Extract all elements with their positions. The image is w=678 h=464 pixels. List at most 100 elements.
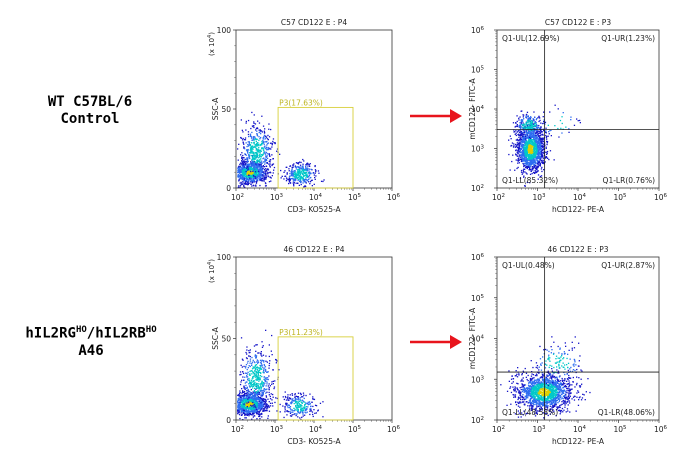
event-dot xyxy=(247,390,249,392)
event-dot xyxy=(239,165,241,167)
event-dot xyxy=(247,165,249,168)
event-dot xyxy=(254,166,256,168)
event-dot xyxy=(249,395,251,398)
event-dot xyxy=(536,124,538,126)
event-dot xyxy=(257,157,260,159)
event-dot xyxy=(239,168,241,170)
event-dot xyxy=(265,402,267,405)
event-dot xyxy=(247,181,249,183)
event-dot xyxy=(299,172,302,174)
event-dot xyxy=(238,412,240,414)
event-dot xyxy=(260,409,262,411)
event-dot xyxy=(260,143,262,146)
event-dot xyxy=(303,169,305,171)
event-dot xyxy=(303,168,305,170)
event-dot xyxy=(298,184,300,186)
event-dot xyxy=(529,161,531,163)
event-dot xyxy=(305,164,307,166)
event-dot xyxy=(242,371,244,373)
event-dot xyxy=(252,359,254,361)
event-dot xyxy=(534,172,536,174)
event-dot xyxy=(525,132,527,134)
event-dot xyxy=(243,185,245,188)
event-dot xyxy=(537,170,539,172)
event-dot xyxy=(244,186,246,189)
event-dot xyxy=(245,384,247,387)
event-dot xyxy=(265,410,267,412)
event-dot xyxy=(535,132,538,134)
event-dot xyxy=(247,152,249,154)
event-dot xyxy=(240,406,242,408)
event-dot xyxy=(262,147,264,149)
event-dot xyxy=(525,159,527,161)
event-dot xyxy=(254,355,256,357)
event-dot xyxy=(309,171,311,173)
event-dot xyxy=(249,391,251,393)
event-dot xyxy=(257,172,260,175)
event-dot xyxy=(528,151,530,153)
event-dot xyxy=(526,163,528,165)
event-dot xyxy=(241,394,243,397)
event-dot xyxy=(238,171,240,173)
event-dot xyxy=(266,361,268,363)
event-dot xyxy=(289,406,292,408)
event-dot xyxy=(542,155,544,158)
event-dot xyxy=(305,408,307,410)
event-dot xyxy=(256,170,259,173)
event-dot xyxy=(267,153,270,155)
event-dot xyxy=(265,155,267,157)
event-dot xyxy=(535,149,537,151)
event-dot xyxy=(289,397,291,399)
event-dot xyxy=(258,136,260,138)
event-dot xyxy=(536,145,538,147)
event-dot xyxy=(531,166,533,168)
event-dot xyxy=(516,145,518,147)
event-dot xyxy=(530,159,532,161)
event-dot xyxy=(257,148,260,150)
event-dot xyxy=(294,394,296,396)
event-dot xyxy=(266,138,269,140)
event-dot xyxy=(287,179,289,181)
event-dot xyxy=(308,181,310,183)
event-dot xyxy=(253,138,255,140)
event-dot xyxy=(268,391,270,394)
event-dot xyxy=(242,167,244,169)
event-dot xyxy=(239,163,241,165)
event-dot xyxy=(293,183,295,186)
event-dot xyxy=(535,156,537,158)
event-dot xyxy=(258,175,260,178)
event-dot xyxy=(245,410,247,412)
event-dot xyxy=(269,163,271,165)
event-dot xyxy=(263,408,265,410)
x-tick-label: 106 xyxy=(654,193,668,202)
event-dot xyxy=(520,130,522,132)
event-dot xyxy=(285,399,288,401)
event-dot xyxy=(251,397,253,399)
event-dot xyxy=(263,399,265,401)
event-dot xyxy=(270,393,272,395)
event-dot xyxy=(278,369,280,371)
event-dot xyxy=(539,148,541,150)
event-dot xyxy=(252,158,254,160)
event-dot xyxy=(257,352,259,354)
event-dot xyxy=(536,142,538,144)
event-dot xyxy=(295,402,297,404)
event-dot xyxy=(241,406,244,408)
event-dot xyxy=(257,369,259,371)
event-dot xyxy=(250,137,253,139)
quadrant-label-ll: Q1-LL(85.32%) xyxy=(502,176,558,185)
event-dot xyxy=(243,397,245,399)
event-dot xyxy=(523,159,525,161)
event-dot xyxy=(510,138,512,140)
event-dot xyxy=(254,354,257,356)
y-tick-label: 105 xyxy=(471,66,485,75)
event-dot xyxy=(239,390,241,392)
event-dot xyxy=(245,357,248,359)
event-dot xyxy=(249,133,252,135)
event-dot xyxy=(523,130,525,132)
event-dot xyxy=(244,400,246,402)
event-dot xyxy=(535,152,537,155)
event-dot xyxy=(530,141,533,143)
event-dot xyxy=(305,167,307,170)
event-dot xyxy=(242,161,244,163)
